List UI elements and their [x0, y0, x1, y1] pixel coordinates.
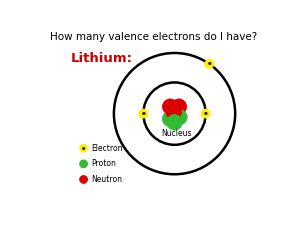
Text: Nucleus: Nucleus: [161, 129, 191, 138]
Text: Lithium:: Lithium:: [70, 52, 133, 65]
Circle shape: [80, 144, 87, 152]
Text: e: e: [207, 61, 211, 66]
Text: e: e: [82, 146, 85, 151]
Circle shape: [167, 115, 182, 130]
Text: How many valence electrons do I have?: How many valence electrons do I have?: [50, 32, 257, 42]
Text: e: e: [204, 111, 208, 116]
Text: Electron: Electron: [92, 144, 123, 153]
Circle shape: [205, 60, 214, 68]
Circle shape: [171, 99, 187, 115]
Circle shape: [80, 160, 87, 168]
Circle shape: [201, 109, 210, 118]
Circle shape: [162, 111, 178, 127]
Text: e: e: [142, 111, 145, 116]
Circle shape: [162, 99, 178, 115]
Circle shape: [166, 104, 182, 120]
Text: Neutron: Neutron: [92, 175, 123, 184]
Circle shape: [172, 109, 187, 125]
Circle shape: [139, 109, 148, 118]
Circle shape: [80, 176, 87, 183]
Text: Proton: Proton: [92, 159, 117, 168]
